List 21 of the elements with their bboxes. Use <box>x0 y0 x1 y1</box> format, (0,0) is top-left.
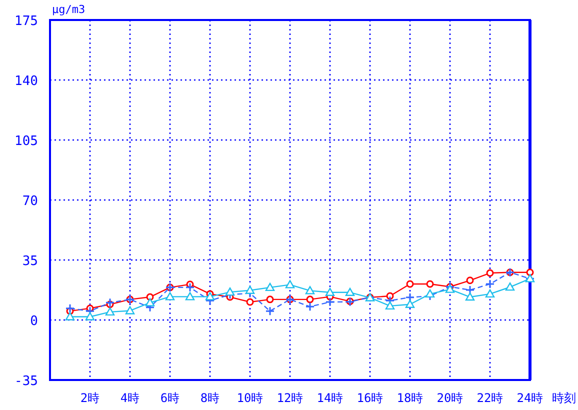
x-tick-label: 24時 <box>516 391 544 405</box>
x-tick-label: 10時 <box>236 391 264 405</box>
y-tick-label: 35 <box>22 254 38 269</box>
x-tick-label: 6時 <box>160 391 180 405</box>
y-tick-label: 0 <box>30 314 38 329</box>
y-tick-label: 70 <box>22 194 38 209</box>
y-axis-title: μg/m3 <box>52 3 86 16</box>
x-axis-title: 時刻 <box>552 391 576 405</box>
y-tick-label: 140 <box>14 74 38 89</box>
x-tick-label: 22時 <box>476 391 504 405</box>
x-tick-label: 12時 <box>276 391 304 405</box>
x-tick-label: 20時 <box>436 391 464 405</box>
x-tick-label: 14時 <box>316 391 344 405</box>
x-tick-label: 2時 <box>80 391 100 405</box>
x-tick-label: 8時 <box>200 391 220 405</box>
x-tick-label: 18時 <box>396 391 424 405</box>
x-tick-label: 16時 <box>356 391 384 405</box>
x-tick-label: 4時 <box>120 391 140 405</box>
y-tick-label: -35 <box>14 374 38 389</box>
y-tick-label: 105 <box>14 134 38 149</box>
y-tick-label: 175 <box>14 14 38 29</box>
